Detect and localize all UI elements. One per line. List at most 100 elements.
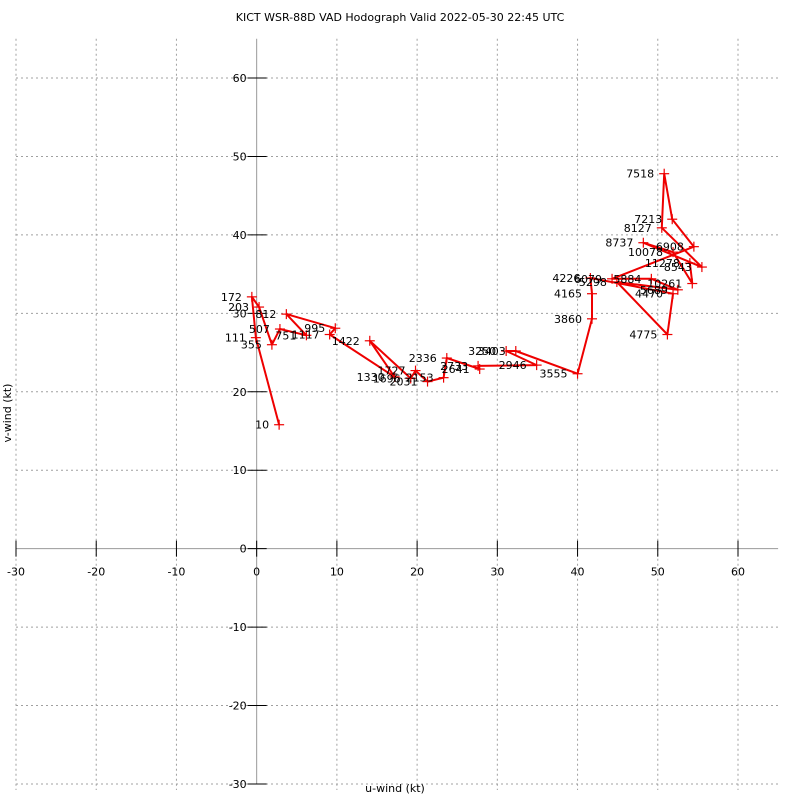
height-label: 8737 [605, 237, 633, 250]
grid-lines [15, 38, 779, 790]
data-point-marker [638, 237, 649, 248]
data-point-marker [531, 360, 542, 371]
data-point-marker [250, 332, 261, 343]
chart-title: KICT WSR-88D VAD Hodograph Valid 2022-05… [235, 11, 565, 24]
data-point-marker [586, 288, 597, 299]
y-axis-label: v-wind (kt) [1, 383, 14, 443]
data-point-marker [586, 313, 597, 324]
data-point-marker [646, 273, 657, 284]
height-label: 2031 [390, 376, 418, 389]
data-point-marker [510, 345, 521, 356]
x-tick-label: 0 [253, 566, 260, 579]
height-label: 2641 [442, 363, 470, 376]
height-label: 7518 [626, 168, 654, 181]
height-label: 172 [221, 291, 242, 304]
data-point-marker [668, 247, 679, 258]
height-label: 6079 [574, 273, 602, 286]
y-tick-label: 50 [233, 150, 247, 163]
height-label: 1422 [332, 335, 360, 348]
x-tick-label: 10 [330, 566, 344, 579]
height-label: 11278 [645, 257, 680, 270]
height-label: 1330 [357, 371, 385, 384]
x-tick-label: 40 [571, 566, 585, 579]
height-label: 203 [228, 301, 249, 314]
data-point-marker [324, 329, 335, 340]
data-point-marker [572, 368, 583, 379]
data-point-marker [688, 241, 699, 252]
x-tick-label: 60 [731, 566, 745, 579]
y-tick-label: 30 [233, 307, 247, 320]
data-point-marker [246, 291, 257, 302]
height-label: 5884 [613, 273, 641, 286]
x-tick-label: -30 [7, 566, 25, 579]
data-point-marker [274, 324, 285, 335]
height-label: 10261 [647, 278, 682, 291]
data-point-marker [672, 284, 683, 295]
height-label: 2733 [440, 360, 468, 373]
height-label: 355 [241, 339, 262, 352]
height-label: 2336 [409, 352, 437, 365]
data-point-marker [364, 335, 375, 346]
height-label: 3250 [468, 345, 496, 358]
y-tick-label: 10 [233, 464, 247, 477]
height-label: 1117 [292, 329, 320, 342]
data-point-marker [687, 278, 698, 289]
x-tick-label: -20 [87, 566, 105, 579]
y-tick-label: 0 [240, 543, 247, 556]
data-point-marker [501, 345, 512, 356]
height-label: 111 [225, 332, 246, 345]
y-tick-label: -10 [229, 621, 247, 634]
data-point-marker [607, 273, 618, 284]
data-point-marker [410, 365, 421, 376]
tick-labels: -30 -20 -10 0 10 20 30 40 50 60 -30 -20 -10 0 10 20 30 40… [7, 72, 745, 791]
height-label: 3860 [554, 313, 582, 326]
axes [15, 38, 779, 785]
height-label: 6908 [656, 241, 684, 254]
data-point-marker [301, 330, 312, 341]
height-label: 8543 [664, 261, 692, 274]
height-label: 10078 [628, 246, 663, 259]
height-label: 10 [255, 419, 269, 432]
height-label: 751 [275, 329, 296, 342]
height-label: 812 [255, 308, 276, 321]
height-label: 1727 [378, 365, 406, 378]
data-point-marker [473, 360, 484, 371]
y-tick-label: 20 [233, 386, 247, 399]
x-tick-label: 50 [651, 566, 665, 579]
data-point-marker [696, 262, 707, 273]
data-point-marker [659, 168, 670, 179]
height-label: 4470 [635, 288, 663, 301]
data-point-marker [254, 302, 265, 313]
height-label: 7213 [634, 213, 662, 226]
height-label: 5298 [579, 276, 607, 289]
height-label: 5689 [640, 284, 668, 297]
data-point-marker [405, 373, 416, 384]
data-point-marker [281, 309, 292, 320]
x-tick-label: -10 [167, 566, 185, 579]
height-label: 3403 [478, 345, 506, 358]
data-point-marker [389, 371, 400, 382]
height-label: 4775 [629, 329, 657, 342]
data-point-marker [266, 339, 277, 350]
data-point-marker [441, 353, 452, 364]
height-label: 995 [304, 322, 325, 335]
data-point-marker [656, 222, 667, 233]
data-point-marker [684, 258, 695, 269]
data-point-marker [585, 273, 596, 284]
y-tick-label: -20 [229, 700, 247, 713]
y-tick-label: 40 [233, 229, 247, 242]
hodograph-trace [246, 168, 707, 430]
x-tick-label: 30 [490, 566, 504, 579]
data-point-marker [274, 419, 285, 430]
x-axis-label: u-wind (kt) [365, 782, 425, 795]
y-tick-label: -30 [229, 778, 247, 791]
height-label: 4165 [554, 288, 582, 301]
height-label: 1696 [373, 372, 401, 385]
x-tick-label: 20 [410, 566, 424, 579]
height-label: 507 [249, 323, 270, 336]
height-label: 2153 [406, 372, 434, 385]
data-point-marker [422, 376, 433, 387]
height-label: 3555 [540, 368, 568, 381]
height-label: 2946 [499, 359, 527, 372]
